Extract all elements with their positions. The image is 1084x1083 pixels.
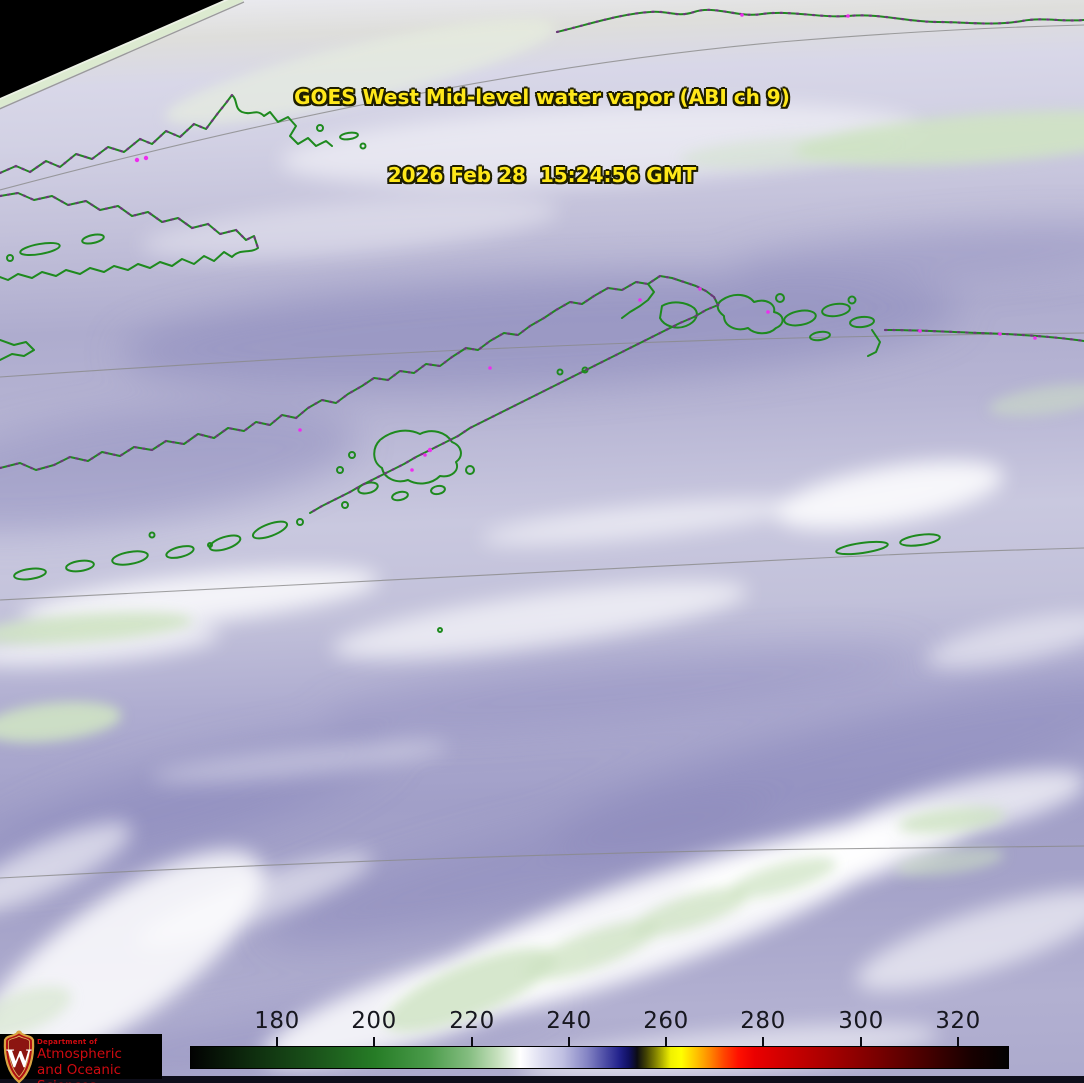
dry-air-green-patches [0, 19, 1084, 1038]
coastline-dots [0, 8, 1084, 515]
colorbar-tick [373, 1037, 375, 1046]
colorbar-scale [190, 1046, 1009, 1069]
colorbar-tick [568, 1037, 570, 1046]
colorbar-tick-label: 320 [935, 1008, 981, 1034]
graticule-lines [0, 24, 1084, 879]
colorbar-tick [860, 1037, 862, 1046]
colorbar-tick [471, 1037, 473, 1046]
colorbar-tick [957, 1037, 959, 1046]
title-line-1: GOES West Mid-level water vapor (ABI ch … [294, 85, 790, 109]
credit-name-line-2: and Oceanic Sciences [37, 1062, 122, 1083]
scan-edge-limb [0, 0, 245, 110]
colorbar-tick-label: 300 [838, 1008, 884, 1034]
colorbar-tick-label: 220 [449, 1008, 495, 1034]
colorbar-tick [276, 1037, 278, 1046]
crest-letter: W [6, 1044, 32, 1073]
magenta-markers [134, 13, 1037, 472]
uw-crest-icon: W [3, 1030, 35, 1083]
colorbar-tick-label: 200 [351, 1008, 397, 1034]
bottom-edge-strip [0, 1076, 1084, 1083]
title-line-2: 2026 Feb 28 15:24:56 GMT [387, 163, 697, 187]
credit-department-prefix: Department of [37, 1038, 98, 1046]
colorbar-tick-label: 180 [254, 1008, 300, 1034]
colorbar-tick-label: 260 [643, 1008, 689, 1034]
image-title: GOES West Mid-level water vapor (ABI ch … [294, 32, 790, 240]
colorbar-tick [762, 1037, 764, 1046]
credit-text: Department of Atmospheric and Oceanic Sc… [37, 1038, 162, 1083]
credit-box: W Department of Atmospheric and Oceanic … [0, 1030, 162, 1083]
colorbar-tick-label: 280 [740, 1008, 786, 1034]
colorbar-tick-label: 240 [546, 1008, 592, 1034]
credit-name-line-1: Atmospheric [37, 1046, 122, 1062]
colorbar-tick [665, 1037, 667, 1046]
